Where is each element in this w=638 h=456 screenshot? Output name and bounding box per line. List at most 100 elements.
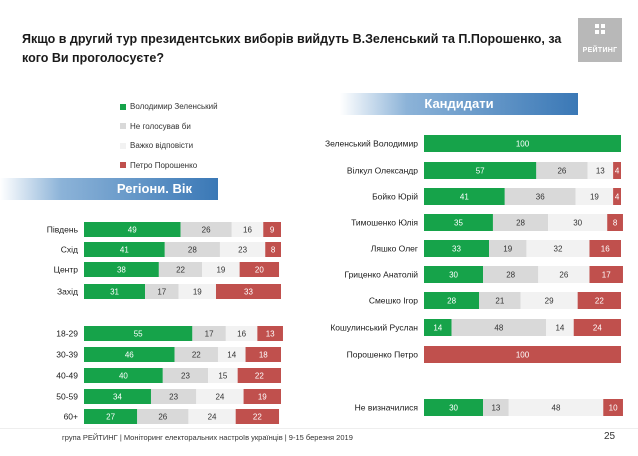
bar-segment [84,326,193,341]
bar-segment [520,292,578,309]
category-label: Південь [47,225,79,235]
bar-segment [84,409,138,424]
data-label: 8 [271,246,276,255]
bar-segment [508,399,604,416]
category-label: Ляшко Олег [371,244,418,254]
bar-segment [536,162,588,179]
data-label: 100 [516,140,530,149]
data-label: 24 [208,413,217,422]
bar-segment [180,222,232,237]
bar-segment [84,262,159,277]
bar-segment [145,284,179,299]
data-label: 23 [181,372,190,381]
category-label: Кошулинський Руслан [330,323,418,333]
data-label: 26 [559,271,568,280]
bar-segment [237,368,281,383]
bar-segment [137,409,189,424]
data-label: 28 [188,246,197,255]
regions-age-banner: Регіони. Вік [0,178,218,200]
bar-segment [577,292,621,309]
bar-segment [84,222,181,237]
bar-segment [84,284,146,299]
bar-segment [483,266,539,283]
rating-logo: РЕЙТИНГ [578,18,622,62]
bar-segment [424,266,484,283]
data-label: 27 [106,413,115,422]
bar-segment [546,319,574,336]
bar-segment [424,240,490,257]
page-title: Якщо в другий тур президентських виборів… [22,32,562,65]
category-label: Зеленський Володимир [325,139,418,149]
data-label: 15 [218,372,227,381]
logo-grid-icon [595,24,605,34]
bar-segment [239,262,280,277]
data-label: 19 [193,288,202,297]
bar-segment [208,368,238,383]
data-label: 33 [452,245,461,254]
category-label: Порошенко Петро [347,350,419,360]
data-label: 28 [506,271,515,280]
data-label: 24 [215,393,224,402]
data-label: 16 [243,226,252,235]
data-label: 24 [593,324,602,333]
bar-segment [548,214,608,231]
data-label: 4 [615,167,620,176]
bar-segment [235,409,280,424]
category-label: Не визначилися [355,403,419,413]
bar-segment [424,319,452,336]
data-label: 22 [176,266,185,275]
data-label: 19 [590,193,599,202]
bar-segment [424,292,480,309]
bar-segment [587,162,614,179]
bar-segment [424,188,505,205]
data-label: 32 [554,245,563,254]
bar-segment [613,162,621,179]
bar-segment [538,266,590,283]
data-label: 34 [113,393,122,402]
logo-text: РЕЙТИНГ [582,47,618,54]
category-label: Центр [54,265,79,275]
bar-segment [217,347,246,362]
bar-segment [424,214,493,231]
data-label: 26 [557,167,566,176]
bar-segment [424,162,537,179]
category-label: Смешко Ігор [369,296,418,306]
data-label: 40 [119,372,128,381]
data-label: 46 [125,351,134,360]
category-label: 50-59 [56,392,78,402]
bar-segment [424,135,621,152]
category-label: Захід [57,287,78,297]
data-label: 14 [555,324,564,333]
category-label: 18-29 [56,329,78,339]
bar-segment [573,319,621,336]
data-label: 30 [573,219,582,228]
category-label: 30-39 [56,350,78,360]
data-label: 22 [255,372,264,381]
data-label: 49 [128,226,137,235]
data-label: 8 [613,219,618,228]
data-label: 13 [596,167,605,176]
data-label: 29 [545,297,554,306]
bar-segment [158,262,203,277]
category-label: 60+ [64,412,78,422]
bar-segment [196,389,244,404]
bar-segment [231,222,264,237]
bar-segment [489,240,527,257]
data-label: 55 [134,330,143,339]
candidates-banner: Кандидати [340,93,578,115]
data-label: 36 [536,193,545,202]
data-label: 30 [449,271,458,280]
legend-item: Важко відповісти [120,136,218,156]
category-label: Тимошенко Юлія [351,218,418,228]
bar-segment [162,368,209,383]
bar-segment [257,326,283,341]
chart-legend: Володимир Зеленський Не голосував би Важ… [120,97,218,175]
bar-segment [265,242,281,257]
bar-segment [479,292,521,309]
data-label: 17 [157,288,166,297]
data-label: 13 [491,404,500,413]
bar-segment [219,242,266,257]
bar-segment [424,399,484,416]
data-label: 26 [202,226,211,235]
